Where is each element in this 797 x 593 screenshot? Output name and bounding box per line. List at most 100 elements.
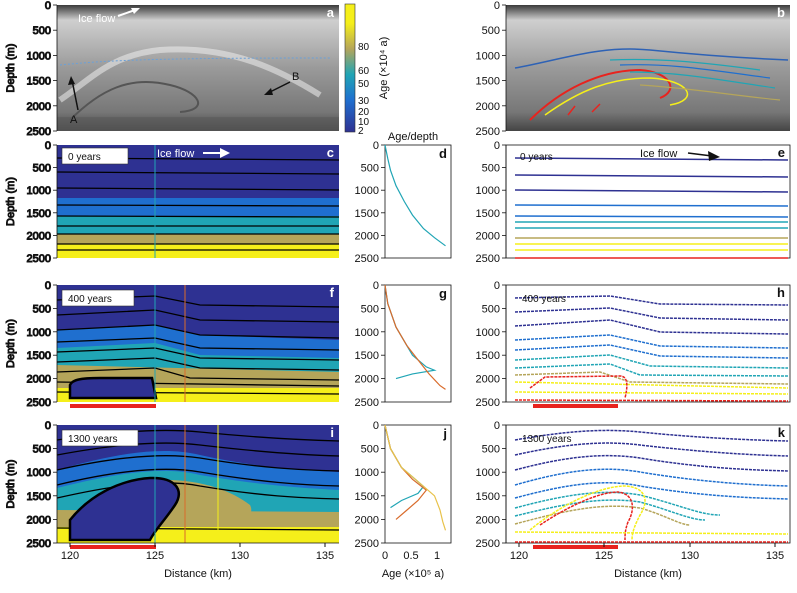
age-depth-tick-label: 2500 xyxy=(355,397,379,409)
depth-tick-label: 2000 xyxy=(27,514,51,526)
depth-tick-label: 500 xyxy=(33,163,51,175)
colorbar-label: Age (×10⁴ a) xyxy=(378,37,390,100)
depth-tick-label: 1500 xyxy=(27,76,51,88)
colorbar-tick-10: 10 xyxy=(358,117,370,128)
depth-tick-label: 1500 xyxy=(27,491,51,503)
panel-letter-i: i xyxy=(330,425,334,440)
age-axis-label: Age (×10⁵ a) xyxy=(382,568,444,580)
panel-letter-e: e xyxy=(778,145,785,160)
panel-b: b xyxy=(506,5,790,131)
depth-tick-label: 500 xyxy=(482,303,500,315)
age-depth-panels: Age/depth 05001000150020002500d050010001… xyxy=(355,131,452,580)
depth-tick-label: 2000 xyxy=(476,374,500,386)
series-line-j-yellow xyxy=(384,424,447,531)
red-bar-h xyxy=(533,404,618,408)
depth-tick-label: 1000 xyxy=(476,185,500,197)
colorbar-tick-2: 2 xyxy=(358,126,364,137)
distance-tick-120-r: 120 xyxy=(510,550,528,562)
depth-tick-label: 1500 xyxy=(476,491,500,503)
red-bar-k xyxy=(533,545,618,549)
colorbar-tick-80: 80 xyxy=(358,42,370,53)
depth-tick-label: 0 xyxy=(45,140,51,152)
distance-axis-left: 120 125 130 135 Distance (km) xyxy=(57,542,339,580)
depth-tick-label: 2000 xyxy=(27,374,51,386)
time-label-e: 0 years xyxy=(520,152,553,163)
panel-letter-g: g xyxy=(439,286,447,301)
colorbar-tick-50: 50 xyxy=(358,79,370,90)
colorbar-tick-20: 20 xyxy=(358,107,370,118)
age-depth-tick-label: 2000 xyxy=(355,374,379,386)
depth-tick-label: 2500 xyxy=(27,126,51,138)
age-depth-tick-label: 500 xyxy=(361,444,379,456)
distance-tick-130-r: 130 xyxy=(681,550,699,562)
depth-axes-left: 0 500 1000 1500 2000 2500 Depth (m) 0 500 1000 150… xyxy=(5,0,58,551)
age-depth-tick-label: 2500 xyxy=(355,253,379,265)
depth-tick-label: 2500 xyxy=(27,253,51,265)
distance-tick-130: 130 xyxy=(231,550,249,562)
depth-axes-right: 0 500 1000 1500 2000 2500 0 500 1000 1500 2000 2500… xyxy=(476,0,507,550)
depth-tick-label: 0 xyxy=(494,0,500,12)
age-depth-tick-label: 2000 xyxy=(355,230,379,242)
depth-tick-label: 0 xyxy=(494,280,500,292)
depth-tick-label: 1500 xyxy=(476,208,500,220)
colorbar-tick-60: 60 xyxy=(358,66,370,77)
distance-tick-135-r: 135 xyxy=(766,550,784,562)
distance-label-left: Distance (km) xyxy=(164,568,232,580)
panel-letter-c: c xyxy=(327,145,334,160)
panel-k: 1300 years k xyxy=(505,424,791,549)
ice-flow-label-e: Ice flow xyxy=(640,148,677,160)
age-depth-tick-label: 500 xyxy=(361,303,379,315)
panel-letter-k: k xyxy=(778,425,786,440)
depth-tick-label: 2500 xyxy=(476,397,500,409)
panel-letter-d: d xyxy=(439,146,447,161)
age-depth-tick-label: 1500 xyxy=(355,350,379,362)
depth-tick-label: 1500 xyxy=(476,350,500,362)
distance-label-right: Distance (km) xyxy=(614,568,682,580)
depth-tick-label: 1500 xyxy=(27,208,51,220)
panel-letter-h: h xyxy=(777,285,785,300)
time-label-k: 1300 years xyxy=(522,434,571,445)
depth-tick-label: 500 xyxy=(482,444,500,456)
time-label-c: 0 years xyxy=(68,152,101,163)
depth-tick-label: 1500 xyxy=(27,350,51,362)
depth-axis-label: Depth (m) xyxy=(5,460,17,509)
depth-tick-label: 2500 xyxy=(27,538,51,550)
depth-tick-label: 1000 xyxy=(27,50,51,62)
age-depth-tick-label: 1500 xyxy=(355,208,379,220)
age-depth-tick-label: 500 xyxy=(361,163,379,175)
age-tick-0: 0 xyxy=(382,550,388,562)
age-depth-tick-label: 1500 xyxy=(355,491,379,503)
colorbar-gradient xyxy=(344,3,356,133)
panel-f: 400 years f xyxy=(56,285,340,408)
time-label-f: 400 years xyxy=(68,294,112,305)
panel-letter-j: j xyxy=(442,426,447,441)
depth-tick-label: 2500 xyxy=(27,397,51,409)
depth-tick-label: 0 xyxy=(494,420,500,432)
time-label-h: 400 years xyxy=(522,294,566,305)
depth-tick-label: 2000 xyxy=(476,230,500,242)
depth-tick-label: 500 xyxy=(482,163,500,175)
depth-tick-label: 1000 xyxy=(476,327,500,339)
depth-tick-label: 500 xyxy=(33,25,51,37)
depth-tick-label: 2500 xyxy=(476,126,500,138)
red-bar-i xyxy=(70,545,156,549)
age-depth-tick-label: 2500 xyxy=(355,538,379,550)
depth-tick-label: 0 xyxy=(45,420,51,432)
age-depth-tick-label: 1000 xyxy=(355,327,379,339)
age-tick-1: 1 xyxy=(434,550,440,562)
ice-flow-label-a: Ice flow xyxy=(78,13,115,25)
red-bar-f xyxy=(70,404,156,408)
age-tick-05: 0.5 xyxy=(403,550,418,562)
depth-tick-label: 2000 xyxy=(476,514,500,526)
age-depth-title: Age/depth xyxy=(388,131,438,143)
panel-letter-a: a xyxy=(327,5,335,20)
colorbar: 80 60 50 30 20 10 2 Age (×10⁴ a) xyxy=(344,3,390,137)
depth-axis-label: Depth (m) xyxy=(5,44,17,93)
depth-tick-label: 1000 xyxy=(476,467,500,479)
distance-tick-125-r: 125 xyxy=(595,550,613,562)
distance-tick-135: 135 xyxy=(316,550,334,562)
depth-axis-label: Depth (m) xyxy=(5,319,17,368)
panel-e: 0 years Ice flow e xyxy=(505,144,791,259)
depth-tick-label: 500 xyxy=(33,444,51,456)
